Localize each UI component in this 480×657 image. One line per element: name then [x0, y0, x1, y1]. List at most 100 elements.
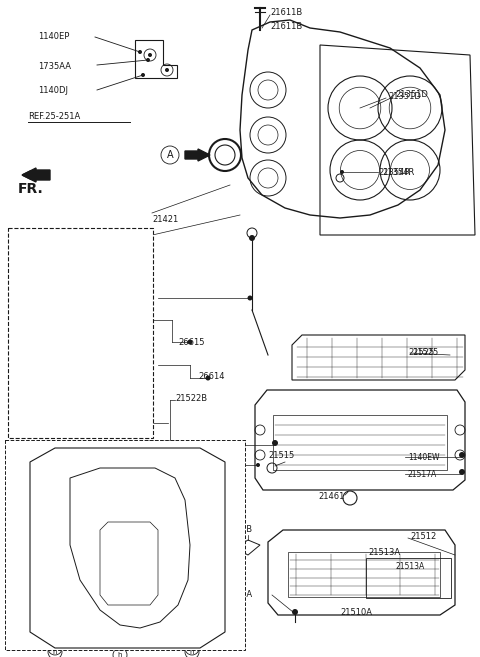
Text: g: g: [34, 378, 38, 388]
Text: d: d: [126, 557, 130, 563]
Text: 1140FR: 1140FR: [94, 380, 122, 389]
Text: 21354R: 21354R: [378, 168, 410, 177]
Text: 1140EZ: 1140EZ: [94, 321, 122, 330]
Circle shape: [205, 376, 211, 380]
Text: 26614: 26614: [198, 372, 225, 381]
Text: 1140CG: 1140CG: [93, 341, 123, 350]
Circle shape: [340, 170, 344, 174]
Text: A: A: [60, 234, 68, 244]
Text: FR.: FR.: [18, 182, 44, 196]
Text: 1735AA: 1735AA: [38, 62, 71, 71]
Circle shape: [162, 519, 168, 525]
Circle shape: [52, 447, 58, 453]
Text: f: f: [229, 619, 231, 625]
Text: a: a: [34, 261, 38, 270]
Text: f: f: [13, 475, 15, 481]
Circle shape: [248, 296, 252, 300]
Text: 21611B: 21611B: [270, 22, 302, 31]
FancyArrow shape: [22, 168, 50, 182]
Text: 21517A: 21517A: [408, 470, 437, 479]
Text: g: g: [12, 507, 16, 513]
Text: 21520: 21520: [112, 418, 138, 427]
Text: a: a: [193, 449, 197, 455]
Circle shape: [72, 459, 78, 465]
Text: c: c: [232, 527, 236, 533]
Circle shape: [187, 447, 193, 453]
Circle shape: [188, 340, 192, 344]
Circle shape: [146, 58, 150, 62]
Circle shape: [222, 477, 228, 483]
Text: 1430JC: 1430JC: [170, 460, 200, 469]
Circle shape: [72, 632, 78, 638]
Text: f: f: [54, 632, 56, 638]
Circle shape: [162, 459, 168, 465]
Text: e: e: [34, 340, 38, 348]
Circle shape: [292, 609, 298, 615]
Text: 22124A: 22124A: [145, 440, 177, 449]
Text: 1140DJ: 1140DJ: [38, 86, 68, 95]
Circle shape: [115, 592, 121, 598]
Text: 26615: 26615: [178, 338, 204, 347]
Circle shape: [249, 235, 255, 241]
Text: f: f: [13, 532, 15, 538]
Text: 21351D: 21351D: [388, 92, 421, 101]
Text: REF.25-251A: REF.25-251A: [28, 112, 80, 121]
Text: 21451B: 21451B: [220, 525, 252, 534]
FancyBboxPatch shape: [8, 228, 153, 438]
Text: 26612B: 26612B: [108, 358, 140, 367]
Text: f: f: [41, 447, 43, 453]
Text: 21611B: 21611B: [270, 8, 302, 17]
Text: A: A: [167, 150, 173, 160]
Text: f: f: [229, 577, 231, 583]
Text: 1140FZ: 1140FZ: [94, 397, 122, 403]
Text: VIEW: VIEW: [14, 233, 47, 243]
Circle shape: [256, 463, 260, 467]
Text: i: i: [35, 418, 37, 427]
Text: 21356E: 21356E: [94, 283, 122, 291]
Circle shape: [189, 645, 195, 651]
Text: 21354R: 21354R: [382, 168, 414, 177]
Text: 21351D: 21351D: [395, 90, 428, 99]
Circle shape: [162, 632, 168, 638]
Text: 21513A: 21513A: [396, 562, 425, 571]
Text: h: h: [118, 652, 122, 657]
Circle shape: [72, 592, 78, 598]
Text: f: f: [35, 359, 37, 368]
Circle shape: [148, 53, 152, 57]
Text: f: f: [164, 632, 166, 638]
Circle shape: [272, 440, 278, 446]
Text: 21421: 21421: [152, 215, 178, 224]
Text: h: h: [53, 649, 57, 655]
FancyBboxPatch shape: [5, 440, 245, 650]
Text: 21473: 21473: [96, 419, 120, 428]
Text: f: f: [54, 645, 56, 651]
Text: 26611: 26611: [108, 315, 134, 324]
Text: f: f: [191, 645, 193, 651]
Text: h: h: [34, 398, 38, 407]
Circle shape: [162, 592, 168, 598]
Text: 1140EB: 1140EB: [94, 361, 122, 369]
Text: 21512: 21512: [410, 532, 436, 541]
Text: b: b: [34, 281, 38, 290]
Text: f: f: [13, 577, 15, 583]
Text: b: b: [60, 452, 64, 458]
Circle shape: [27, 552, 33, 558]
Text: f: f: [119, 447, 121, 453]
Circle shape: [138, 50, 142, 54]
Text: PNC: PNC: [99, 256, 117, 265]
Text: 1140EW: 1140EW: [408, 453, 440, 462]
Circle shape: [72, 519, 78, 525]
Text: f: f: [195, 447, 197, 453]
Text: f: f: [13, 619, 15, 625]
Circle shape: [222, 627, 228, 633]
Circle shape: [27, 477, 33, 483]
Text: g: g: [12, 557, 16, 563]
Text: i: i: [13, 594, 15, 600]
Text: 21525: 21525: [412, 348, 438, 357]
Text: 21354L: 21354L: [108, 238, 139, 247]
Text: f: f: [229, 475, 231, 481]
Text: h: h: [190, 649, 194, 655]
Text: d: d: [34, 320, 38, 329]
Text: 21510A: 21510A: [340, 608, 372, 617]
Circle shape: [459, 469, 465, 475]
